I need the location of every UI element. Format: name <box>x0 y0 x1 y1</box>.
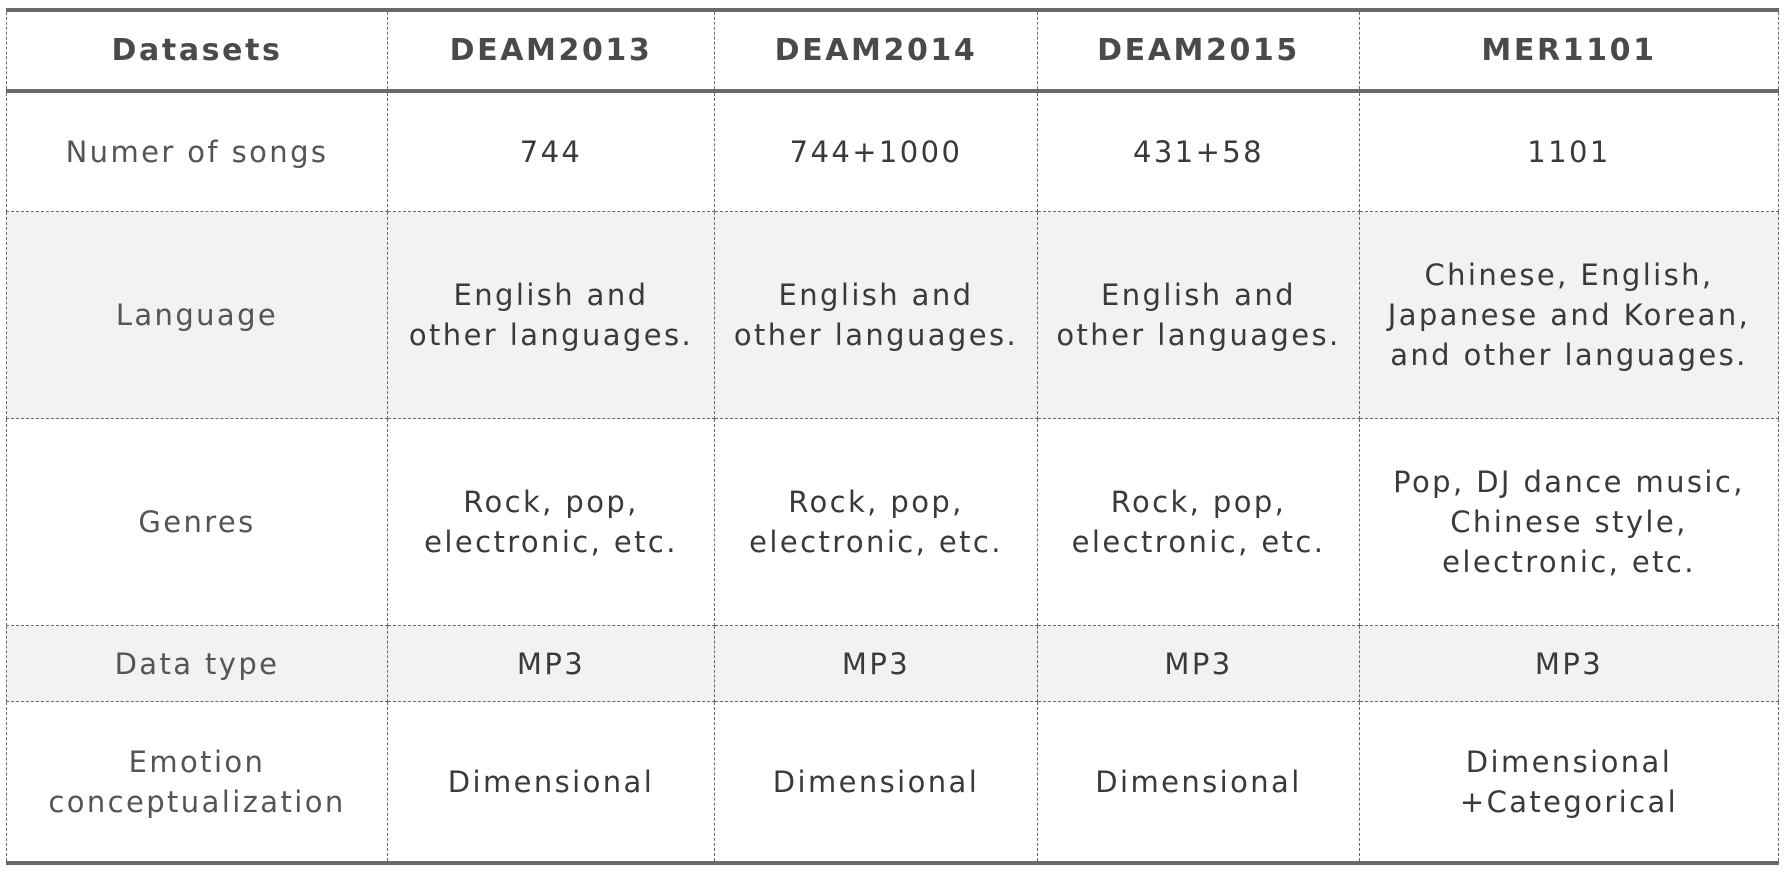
table-cell: MP3 <box>1037 625 1360 702</box>
row-label-line: Data type <box>114 646 280 681</box>
cell-line: electronic, etc. <box>1442 545 1696 579</box>
header-row: Datasets DEAM2013 DEAM2014 DEAM2015 MER1… <box>6 8 1779 93</box>
cell-line: electronic, etc. <box>749 525 1003 559</box>
table-cell: 744+1000 <box>714 91 1038 212</box>
cell-line: Japanese and Korean, <box>1387 298 1751 332</box>
row-label-line: Language <box>115 298 279 332</box>
cell-line: and other languages. <box>1390 338 1748 372</box>
cell-line: Pop, DJ dance music, <box>1393 465 1745 499</box>
row-number-of-songs: Numer of songs 744 744+1000 431+58 1101 <box>6 91 1779 212</box>
table-cell: Pop, DJ dance music, Chinese style, elec… <box>1359 418 1779 626</box>
cell-line: Rock, pop, <box>463 485 639 519</box>
cell-line: MP3 <box>841 646 911 681</box>
table-cell: Rock, pop, electronic, etc. <box>1037 418 1360 626</box>
header-deam2013: DEAM2013 <box>387 8 715 93</box>
cell-line: MP3 <box>1534 646 1604 681</box>
header-datasets: Datasets <box>6 8 388 93</box>
cell-line: Chinese style, <box>1450 505 1688 539</box>
table-cell: English and other languages. <box>387 211 715 419</box>
table-cell: MP3 <box>1359 625 1779 702</box>
cell-line: English and <box>778 278 974 312</box>
table-cell: Dimensional +Categorical <box>1359 701 1779 865</box>
cell-line: electronic, etc. <box>424 525 678 559</box>
row-emotion-conceptualization: Emotion conceptualization Dimensional Di… <box>6 701 1779 865</box>
cell-line: Rock, pop, <box>788 485 964 519</box>
row-label: Genres <box>6 418 388 626</box>
cell-line: electronic, etc. <box>1071 525 1326 559</box>
row-language: Language English and other languages. En… <box>6 211 1779 419</box>
cell-line: English and <box>453 278 649 312</box>
cell-line: English and <box>1101 278 1296 312</box>
cell-line: Dimensional <box>1465 744 1673 779</box>
cell-line: 431+58 <box>1133 135 1264 169</box>
header-deam2014: DEAM2014 <box>714 8 1038 93</box>
table-cell: 431+58 <box>1037 91 1360 212</box>
row-label-line: Emotion <box>128 744 266 779</box>
row-data-type: Data type MP3 MP3 MP3 MP3 <box>6 625 1779 702</box>
table-cell: MP3 <box>387 625 715 702</box>
row-label-line: Numer of songs <box>65 135 329 169</box>
row-label-line: Genres <box>138 505 256 539</box>
table-cell: Rock, pop, electronic, etc. <box>387 418 715 626</box>
table-cell: English and other languages. <box>714 211 1038 419</box>
dataset-comparison-table-container: Datasets DEAM2013 DEAM2014 DEAM2015 MER1… <box>6 8 1779 865</box>
header-deam2015: DEAM2015 <box>1037 8 1360 93</box>
cell-line: Chinese, English, <box>1424 258 1714 292</box>
cell-line: 1101 <box>1527 135 1611 169</box>
table-cell: 1101 <box>1359 91 1779 212</box>
table-cell: Dimensional <box>714 701 1038 865</box>
cell-line: Dimensional <box>1095 764 1302 799</box>
cell-line: 744+1000 <box>789 135 963 169</box>
cell-line: Rock, pop, <box>1110 485 1287 519</box>
row-label: Data type <box>6 625 388 702</box>
table-cell: 744 <box>387 91 715 212</box>
table-cell: English and other languages. <box>1037 211 1360 419</box>
cell-line: other languages. <box>733 318 1019 352</box>
table-cell: Dimensional <box>387 701 715 865</box>
row-label: Numer of songs <box>6 91 388 212</box>
cell-line: other languages. <box>1056 318 1341 352</box>
dataset-comparison-table: Datasets DEAM2013 DEAM2014 DEAM2015 MER1… <box>6 8 1779 865</box>
table-cell: MP3 <box>714 625 1038 702</box>
table-cell: Chinese, English, Japanese and Korean, a… <box>1359 211 1779 419</box>
row-label: Language <box>6 211 388 419</box>
cell-line: Dimensional <box>447 764 655 799</box>
row-genres: Genres Rock, pop, electronic, etc. Rock,… <box>6 418 1779 626</box>
row-label: Emotion conceptualization <box>6 701 388 865</box>
cell-line: MP3 <box>516 646 586 681</box>
cell-line: 744 <box>519 135 583 169</box>
table-cell: Rock, pop, electronic, etc. <box>714 418 1038 626</box>
table-cell: Dimensional <box>1037 701 1360 865</box>
cell-line: other languages. <box>408 318 694 352</box>
cell-line: Dimensional <box>772 764 980 799</box>
cell-line: MP3 <box>1164 646 1233 681</box>
header-mer1101: MER1101 <box>1359 8 1779 93</box>
row-label-line: conceptualization <box>48 784 346 819</box>
cell-line: +Categorical <box>1459 784 1679 819</box>
